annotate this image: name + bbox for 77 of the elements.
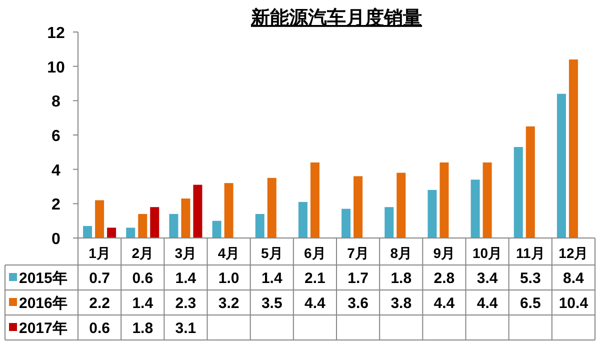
bar [95, 200, 104, 238]
bar [224, 183, 234, 238]
chart-title: 新能源汽车月度销量 [250, 7, 422, 29]
x-tick-label: 7月 [347, 245, 369, 261]
x-tick-label: 3月 [174, 245, 197, 261]
data-label: 6.5 [520, 295, 541, 312]
data-label: 2.3 [175, 295, 196, 312]
x-tick-label: 11月 [516, 245, 545, 261]
data-label: 4.4 [476, 295, 498, 312]
data-label: 2.1 [304, 270, 326, 287]
data-label: 2.8 [434, 270, 455, 287]
x-tick-label: 1月 [88, 245, 110, 261]
y-tick-label: 0 [52, 231, 61, 248]
y-tick-label: 4 [52, 162, 61, 180]
bar [440, 162, 449, 238]
data-label: 3.2 [218, 295, 240, 312]
bar [470, 180, 480, 238]
x-tick-label: 5月 [260, 245, 283, 261]
y-tick-label: 12 [47, 25, 65, 42]
bar [150, 207, 160, 238]
x-tick-label: 4月 [218, 245, 240, 261]
data-label: 4.4 [304, 295, 326, 312]
y-tick-label: 10 [47, 59, 65, 76]
y-tick-label: 6 [52, 128, 61, 145]
bar [556, 94, 566, 238]
bar [342, 208, 351, 238]
bar [107, 228, 116, 238]
bar [193, 184, 202, 238]
bar [126, 228, 136, 238]
legend-label: 2017年 [19, 320, 68, 337]
data-label: 1.7 [348, 270, 368, 287]
data-label: 0.6 [89, 320, 110, 337]
bar [83, 226, 92, 238]
legend-label: 2015年 [19, 270, 68, 287]
legend-label: 2016年 [19, 295, 68, 312]
x-tick-label: 2月 [132, 245, 154, 261]
bar [169, 214, 178, 238]
data-label: 3.8 [390, 295, 412, 312]
bar [526, 126, 535, 238]
data-label: 5.3 [520, 270, 541, 287]
bar [514, 147, 523, 238]
y-tick-label: 8 [52, 94, 61, 111]
bar [267, 178, 276, 238]
bar [255, 214, 264, 238]
data-label: 2.2 [89, 295, 110, 312]
bar [384, 207, 394, 238]
bar [298, 202, 308, 238]
data-label: 4.4 [434, 295, 456, 312]
x-tick-label: 6月 [304, 245, 326, 261]
data-label: 1.8 [132, 320, 154, 337]
bar [212, 220, 222, 238]
bar [482, 162, 492, 238]
x-tick-label: 9月 [433, 245, 456, 261]
x-tick-label: 12月 [558, 245, 588, 261]
data-label: 10.4 [558, 295, 589, 312]
data-label: 8.4 [563, 270, 585, 287]
data-label: 3.1 [175, 320, 196, 337]
bar [138, 214, 148, 238]
data-label: 1.4 [261, 270, 283, 287]
x-tick-label: 8月 [390, 245, 412, 261]
bar [310, 162, 320, 238]
data-label: 0.7 [89, 270, 110, 287]
bar [396, 172, 406, 238]
data-label: 3.4 [476, 270, 498, 287]
bar [568, 59, 578, 238]
x-tick-label: 10月 [472, 245, 502, 261]
bar [181, 198, 190, 238]
data-label: 0.6 [132, 270, 154, 287]
bar [354, 176, 363, 238]
y-tick-label: 2 [52, 196, 61, 214]
data-label: 1.4 [175, 270, 197, 287]
data-label: 1.8 [390, 270, 412, 287]
data-label: 1.0 [218, 270, 240, 287]
data-label: 1.4 [132, 295, 154, 312]
bar [428, 190, 437, 238]
data-label: 3.5 [261, 295, 282, 312]
data-label: 3.6 [348, 295, 368, 312]
